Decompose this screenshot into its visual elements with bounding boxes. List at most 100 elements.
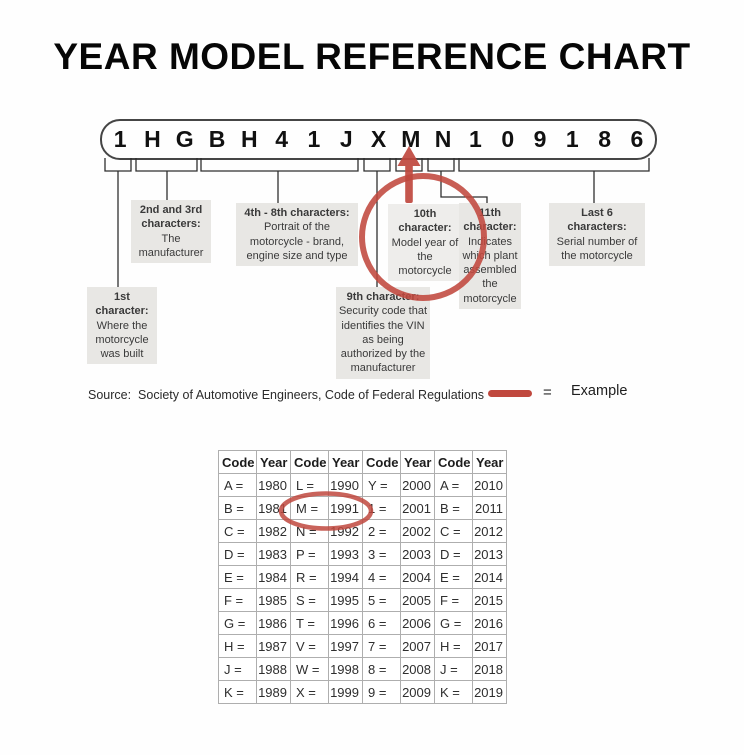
code-cell: K = — [434, 680, 473, 704]
page-title: YEAR MODEL REFERENCE CHART — [53, 36, 691, 77]
year-cell: 1991 — [328, 496, 363, 520]
year-cell: 1983 — [256, 542, 291, 566]
vin-character: 1 — [113, 126, 127, 152]
code-cell: D = — [218, 542, 257, 566]
year-code-table: Code Year Code Year Code Year Code Year A = 198… — [218, 450, 507, 704]
callout-heading: 11th character: — [463, 207, 517, 234]
year-cell: 1999 — [328, 680, 363, 704]
callout-9th-character: 9th character: Security code that identi… — [336, 287, 430, 379]
table-body: A = 1980 L = 1990 Y = 2000 A = 2010 B = … — [218, 473, 507, 704]
table-row: B = 1981 M = 1991 1 = 2001 B = 2011 — [218, 496, 507, 520]
year-cell: 1993 — [328, 542, 363, 566]
vin-character: B — [208, 126, 226, 152]
year-cell: 2000 — [400, 473, 435, 497]
vin-character: 6 — [630, 126, 644, 152]
year-cell: 2014 — [472, 565, 507, 589]
year-cell: 1981 — [256, 496, 291, 520]
table-header-cell: Year — [328, 450, 363, 474]
year-cell: 2005 — [400, 588, 435, 612]
year-cell: 2011 — [472, 496, 507, 520]
code-cell: X = — [290, 680, 329, 704]
year-cell: 1990 — [328, 473, 363, 497]
callout-1st-character: 1st character: Where the motorcycle was … — [87, 287, 157, 365]
table-row: G = 1986 T = 1996 6 = 2006 G = 2016 — [218, 611, 507, 635]
code-cell: A = — [218, 473, 257, 497]
year-cell: 2016 — [472, 611, 507, 635]
year-cell: 1982 — [256, 519, 291, 543]
vin-character: H — [144, 126, 161, 152]
code-cell: 7 = — [362, 634, 401, 658]
code-cell: H = — [434, 634, 473, 658]
table-row: H = 1987 V = 1997 7 = 2007 H = 2017 — [218, 634, 507, 658]
code-cell: 1 = — [362, 496, 401, 520]
year-cell: 1987 — [256, 634, 291, 658]
callout-body: The manufacturer — [138, 232, 204, 259]
callout-body: Where the motorcycle was built — [95, 319, 149, 361]
year-cell: 2006 — [400, 611, 435, 635]
code-cell: T = — [290, 611, 329, 635]
table-header-cell: Year — [256, 450, 291, 474]
year-cell: 2007 — [400, 634, 435, 658]
year-cell: 1988 — [256, 657, 291, 681]
vin-character: 0 — [501, 126, 515, 152]
callout-body: Portrait of the motorcycle - brand, engi… — [246, 221, 348, 262]
equals-sign: = — [543, 384, 552, 401]
code-cell: C = — [218, 519, 257, 543]
code-cell: 2 = — [362, 519, 401, 543]
vin-character: J — [339, 126, 353, 152]
callout-heading: 9th character: — [346, 291, 420, 303]
code-cell: M = — [290, 496, 329, 520]
code-cell: B = — [434, 496, 473, 520]
year-cell: 2002 — [400, 519, 435, 543]
callout-body: Indicates which plant assembled the moto… — [462, 235, 518, 305]
callout-body: Serial number of the motorcycle — [556, 235, 638, 262]
year-cell: 2003 — [400, 542, 435, 566]
code-cell: G = — [434, 611, 473, 635]
code-cell: E = — [218, 565, 257, 589]
code-cell: 8 = — [362, 657, 401, 681]
example-label: Example — [571, 383, 628, 399]
stem-11th — [440, 171, 488, 203]
vin-character: N — [434, 126, 452, 152]
code-cell: F = — [218, 588, 257, 612]
vin-character: 1 — [565, 126, 579, 152]
callout-last-6-characters: Last 6 characters: Serial number of the … — [549, 203, 645, 267]
table-row: K = 1989 X = 1999 9 = 2009 K = 2019 — [218, 680, 507, 704]
code-cell: W = — [290, 657, 329, 681]
year-cell: 1985 — [256, 588, 291, 612]
callout-10th-character: 10th character: Model year of the motorc… — [388, 204, 462, 282]
vin-character: 9 — [533, 126, 547, 152]
code-cell: G = — [218, 611, 257, 635]
code-cell: R = — [290, 565, 329, 589]
code-cell: 5 = — [362, 588, 401, 612]
year-cell: 1989 — [256, 680, 291, 704]
year-cell: 2018 — [472, 657, 507, 681]
code-cell: 3 = — [362, 542, 401, 566]
table-header-row: Code Year Code Year Code Year Code Year — [218, 450, 507, 474]
table-header-cell: Code — [362, 450, 401, 474]
year-cell: 2013 — [472, 542, 507, 566]
year-cell: 1980 — [256, 473, 291, 497]
code-cell: D = — [434, 542, 473, 566]
year-cell: 2010 — [472, 473, 507, 497]
year-cell: 1984 — [256, 565, 291, 589]
year-cell: 2004 — [400, 565, 435, 589]
year-cell: 1995 — [328, 588, 363, 612]
table-row: F = 1985 S = 1995 5 = 2005 F = 2015 — [218, 588, 507, 612]
year-cell: 2012 — [472, 519, 507, 543]
callout-heading: 4th - 8th characters: — [244, 207, 350, 219]
year-cell: 1994 — [328, 565, 363, 589]
code-cell: Y = — [362, 473, 401, 497]
callout-2nd-3rd-characters: 2nd and 3rd characters: The manufacturer — [131, 200, 211, 264]
callout-heading: 10th character: — [398, 208, 452, 235]
year-cell: 2009 — [400, 680, 435, 704]
code-cell: B = — [218, 496, 257, 520]
code-cell: L = — [290, 473, 329, 497]
vin-character: G — [175, 126, 194, 152]
vin-character: H — [241, 126, 258, 152]
code-cell: J = — [218, 657, 257, 681]
code-cell: H = — [218, 634, 257, 658]
code-cell: F = — [434, 588, 473, 612]
year-cell: 1992 — [328, 519, 363, 543]
